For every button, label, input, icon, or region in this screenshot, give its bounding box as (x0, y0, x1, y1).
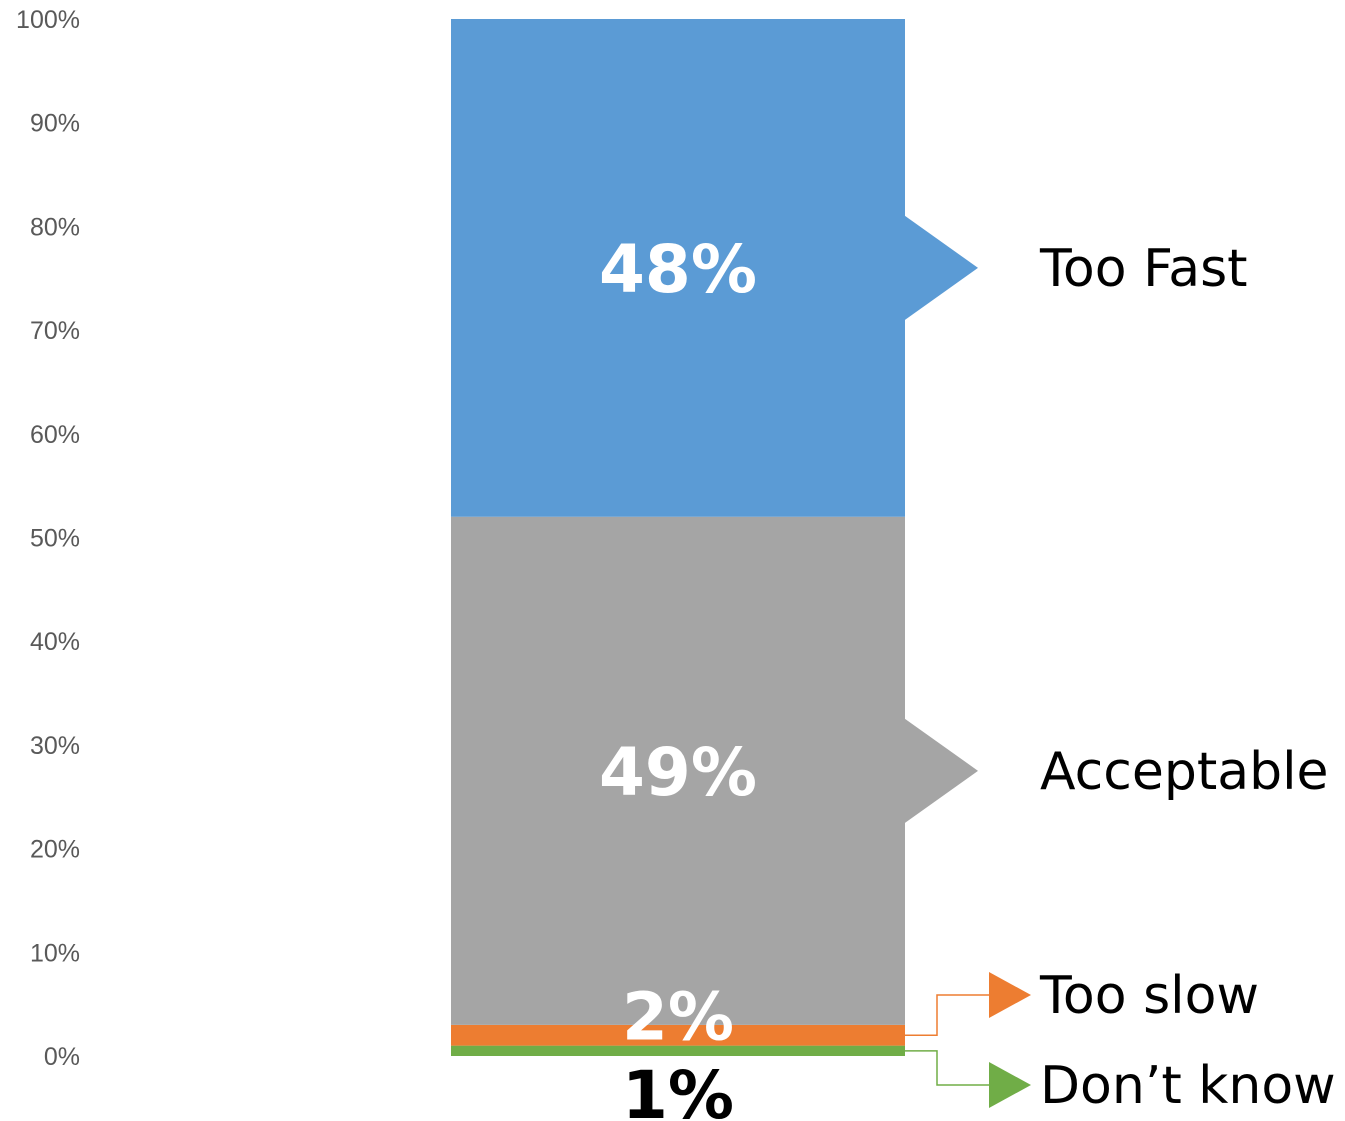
data-label-too-slow: 2% (622, 979, 734, 1056)
bar-segment-too-fast (451, 19, 905, 517)
bar-segments (451, 19, 905, 1056)
data-label-don-t-know: 1% (622, 1057, 734, 1121)
y-tick-label: 20% (30, 836, 80, 864)
callout-arrow-don-t-know (989, 1062, 1031, 1108)
y-tick-label: 10% (30, 939, 80, 967)
category-label-too-fast: Too Fast (1039, 239, 1248, 299)
y-tick-label: 80% (30, 213, 80, 241)
category-label-acceptable: Acceptable (1040, 742, 1329, 802)
callout-pointer-too-fast (905, 215, 978, 320)
y-tick-label: 40% (30, 628, 80, 656)
category-label-don-t-know: Don’t know (1040, 1056, 1336, 1116)
bar-segment-don-t-know (451, 1045, 905, 1056)
y-axis: 0% 10% 20% 30% 40% 50% 60% 70% 80% 90% 100% (16, 6, 80, 1071)
y-tick-label: 90% (30, 110, 80, 138)
callout-leader-too-slow (905, 994, 989, 1037)
y-tick-label: 0% (44, 1043, 80, 1071)
callout-pointer-acceptable (905, 718, 978, 823)
y-tick-label: 100% (16, 6, 80, 34)
category-label-too-slow: Too slow (1039, 966, 1259, 1026)
callout-arrow-too-slow (989, 972, 1031, 1018)
y-tick-label: 30% (30, 732, 80, 760)
callout-leader-don-t-know (905, 1050, 989, 1086)
y-tick-label: 50% (30, 525, 80, 553)
bar-segment-acceptable (451, 516, 905, 1025)
bar-segment-too-slow (451, 1024, 905, 1046)
y-tick-label: 60% (30, 421, 80, 449)
data-label-acceptable: 49% (599, 734, 757, 811)
y-tick-label: 70% (30, 317, 80, 345)
data-labels: 1%2% 49% 48% (599, 231, 757, 1121)
data-label-too-fast: 48% (599, 231, 757, 308)
callouts: Acceptable Too Fast Don’t know Too slow (905, 215, 1336, 1116)
